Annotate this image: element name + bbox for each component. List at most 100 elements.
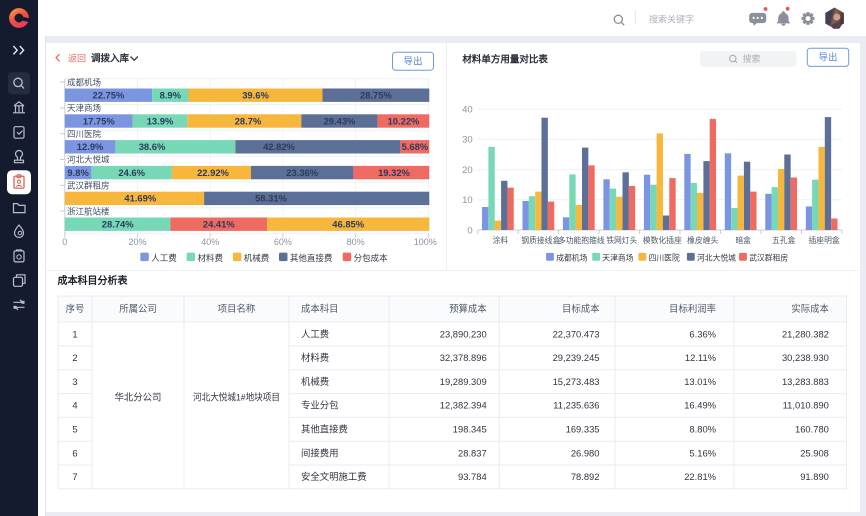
svg-text:28.7%: 28.7% [235,115,262,126]
svg-text:间接费用: 间接费用 [301,447,339,458]
svg-text:实际成本: 实际成本 [791,303,829,314]
svg-text:17.75%: 17.75% [83,115,115,126]
svg-text:成本科目: 成本科目 [301,303,339,314]
svg-text:38.6%: 38.6% [139,141,166,152]
svg-text:24.6%: 24.6% [118,167,145,178]
svg-text:8.9%: 8.9% [160,90,182,101]
svg-text:预算成本: 预算成本 [449,303,487,314]
svg-text:5.68%: 5.68% [402,141,429,152]
svg-text:10: 10 [462,195,473,206]
svg-text:项目名称: 项目名称 [218,303,256,314]
svg-text:暗盒: 暗盒 [735,235,751,245]
svg-text:160.780: 160.780 [795,424,829,435]
svg-text:22.92%: 22.92% [197,167,229,178]
svg-text:其他直接费: 其他直接费 [301,424,348,435]
svg-text:武汉群租房: 武汉群租房 [67,181,110,191]
svg-text:目标利润率: 目标利润率 [669,303,716,314]
svg-text:100%: 100% [414,237,437,247]
svg-text:4: 4 [72,400,77,411]
svg-text:169.335: 169.335 [566,424,600,435]
svg-text:四川医院: 四川医院 [649,252,680,262]
svg-text:39.6%: 39.6% [242,90,269,101]
svg-text:0: 0 [62,237,67,247]
svg-text:华北分公司: 华北分公司 [115,392,162,403]
svg-text:91.890: 91.890 [800,471,829,482]
svg-text:河北大悦城: 河北大悦城 [67,155,110,165]
svg-text:23,890.230: 23,890.230 [440,328,487,339]
svg-text:40%: 40% [201,237,219,247]
svg-text:1: 1 [72,328,77,339]
svg-text:13.01%: 13.01% [684,376,716,387]
svg-text:11,010.890: 11,010.890 [783,400,829,411]
svg-text:机械费: 机械费 [301,376,329,387]
svg-text:0: 0 [467,225,472,236]
svg-text:21,280.382: 21,280.382 [782,328,829,339]
svg-text:42.82%: 42.82% [263,141,295,152]
svg-text:19.32%: 19.32% [378,167,410,178]
svg-text:78.892: 78.892 [571,471,600,482]
svg-text:7: 7 [72,471,77,482]
svg-text:3: 3 [72,376,77,387]
svg-text:41.69%: 41.69% [124,193,156,204]
svg-text:橡皮缠头: 橡皮缠头 [687,235,718,245]
svg-text:插座明盒: 插座明盒 [809,235,840,245]
svg-text:26.980: 26.980 [571,447,600,458]
svg-text:四川医院: 四川医院 [67,129,102,139]
svg-text:12.11%: 12.11% [685,352,716,363]
svg-text:13,283.883: 13,283.883 [782,376,829,387]
svg-text:10.22%: 10.22% [388,115,420,126]
svg-text:搜索关键字: 搜索关键字 [649,13,694,24]
svg-text:28.74%: 28.74% [102,219,134,230]
svg-text:机械费: 机械费 [244,253,270,263]
svg-text:序号: 序号 [66,303,85,314]
svg-text:40: 40 [462,105,473,116]
svg-text:目标成本: 目标成本 [562,303,600,314]
svg-text:93.784: 93.784 [458,471,487,482]
svg-text:所属公司: 所属公司 [119,303,157,314]
svg-text:20: 20 [462,165,473,176]
svg-text:钢质接线盒: 钢质接线盒 [521,235,560,245]
svg-text:16.49%: 16.49% [684,400,716,411]
svg-text:铁网灯头: 铁网灯头 [606,235,637,245]
svg-text:安全文明施工费: 安全文明施工费 [301,471,367,482]
svg-text:29.43%: 29.43% [324,115,356,126]
svg-text:分包成本: 分包成本 [354,253,389,263]
svg-text:23.36%: 23.36% [286,167,318,178]
svg-text:涂料: 涂料 [493,235,509,245]
svg-text:58.31%: 58.31% [255,193,287,204]
svg-text:198.345: 198.345 [453,424,487,435]
svg-text:天津商场: 天津商场 [602,252,633,262]
svg-text:19,289.309: 19,289.309 [440,376,487,387]
svg-text:5.16%: 5.16% [689,447,716,458]
svg-text:28.837: 28.837 [458,447,487,458]
svg-text:22,370.473: 22,370.473 [553,328,600,339]
svg-text:导出: 导出 [818,52,837,64]
svg-text:浙江航站楼: 浙江航站楼 [67,206,110,216]
svg-text:多功能抱箍线: 多功能抱箍线 [558,235,605,245]
svg-text:材料费: 材料费 [301,352,329,363]
svg-text:五孔盒: 五孔盒 [772,235,796,245]
svg-text:5: 5 [72,424,77,435]
svg-text:6.36%: 6.36% [689,328,716,339]
svg-text:60%: 60% [274,237,292,247]
svg-text:调拨入库: 调拨入库 [91,53,130,65]
svg-text:天津商场: 天津商场 [67,103,101,113]
svg-text:30: 30 [462,135,473,146]
svg-text:25.908: 25.908 [800,447,829,458]
svg-text:15,273.483: 15,273.483 [553,376,600,387]
svg-text:2: 2 [72,352,77,363]
svg-text:80%: 80% [347,237,365,247]
svg-text:返回: 返回 [68,52,86,63]
svg-text:成本科目分析表: 成本科目分析表 [58,274,129,287]
svg-text:12,382.394: 12,382.394 [440,400,487,411]
svg-text:8.80%: 8.80% [689,424,716,435]
svg-text:成都机场: 成都机场 [556,252,587,262]
svg-text:河北大悦城1#地块项目: 河北大悦城1#地块项目 [193,392,280,403]
svg-text:30,238.930: 30,238.930 [782,352,829,363]
svg-text:材料费: 材料费 [198,253,224,263]
svg-text:9.8%: 9.8% [67,167,89,178]
svg-text:模数化插座: 模数化插座 [643,235,682,245]
svg-text:12.9%: 12.9% [77,141,104,152]
svg-text:22.75%: 22.75% [93,90,125,101]
svg-text:46.85%: 46.85% [332,219,364,230]
